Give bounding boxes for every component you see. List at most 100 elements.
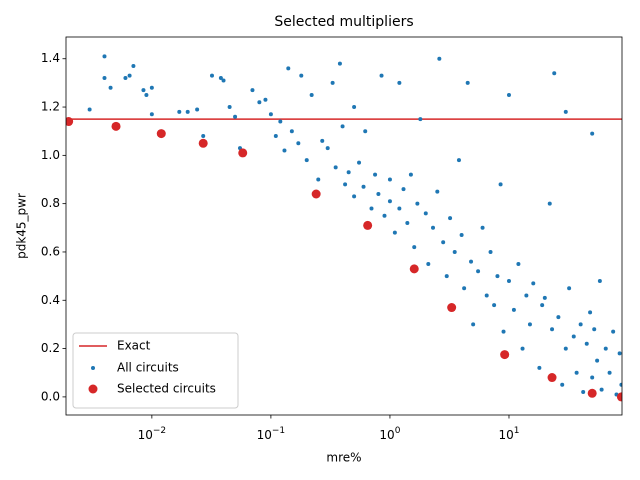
point: [527, 322, 532, 327]
point: [488, 249, 493, 254]
point: [311, 189, 321, 199]
chart-title: Selected multipliers: [274, 14, 413, 30]
point: [227, 105, 232, 110]
point: [441, 240, 446, 245]
y-tick-label: 1.4: [41, 51, 60, 65]
x-tick-label: 10−1: [257, 426, 286, 442]
point: [500, 350, 510, 360]
point: [299, 73, 304, 78]
tick-base: 10: [138, 428, 153, 442]
plot-area: [66, 54, 622, 402]
point: [616, 392, 622, 402]
point: [149, 85, 154, 90]
point: [337, 61, 342, 66]
point: [547, 201, 552, 206]
point: [316, 177, 321, 182]
point: [492, 303, 497, 308]
point: [560, 382, 565, 387]
point: [584, 341, 589, 346]
point: [506, 278, 511, 283]
point: [373, 172, 378, 177]
point: [343, 182, 348, 187]
point: [233, 114, 238, 119]
point: [392, 230, 397, 235]
point: [484, 293, 489, 298]
point: [289, 129, 294, 134]
point: [495, 274, 500, 279]
point: [397, 80, 402, 85]
point: [540, 303, 545, 308]
point: [480, 225, 485, 230]
point: [263, 97, 268, 102]
point: [141, 88, 146, 93]
point: [415, 201, 420, 206]
point: [352, 105, 357, 110]
point: [444, 274, 449, 279]
point: [309, 92, 314, 97]
y-tick-label: 1.2: [41, 100, 60, 114]
point: [511, 307, 516, 312]
point: [387, 177, 392, 182]
point: [603, 346, 608, 351]
point: [352, 194, 357, 199]
point: [363, 129, 368, 134]
point: [209, 73, 214, 78]
point: [476, 269, 481, 274]
point: [456, 158, 461, 163]
point: [66, 117, 74, 127]
point: [563, 346, 568, 351]
point: [588, 310, 593, 315]
x-tick-label: 101: [498, 426, 519, 442]
point: [387, 199, 392, 204]
point: [469, 259, 474, 264]
x-tick-label: 100: [379, 426, 400, 442]
legend-box: [72, 332, 239, 409]
point: [587, 388, 597, 398]
point: [282, 148, 287, 153]
point: [330, 80, 335, 85]
point: [542, 295, 547, 300]
point: [340, 124, 345, 129]
point: [619, 382, 622, 387]
point: [286, 66, 291, 71]
y-tick-label: 0.6: [41, 244, 60, 258]
point: [426, 262, 431, 267]
point: [131, 63, 136, 68]
point: [401, 187, 406, 192]
point: [405, 220, 410, 225]
point: [520, 346, 525, 351]
point: [590, 131, 595, 136]
point: [185, 109, 190, 114]
point: [304, 158, 309, 163]
point: [376, 191, 381, 196]
legend-label: Exact: [117, 339, 151, 353]
point: [595, 358, 600, 363]
point: [408, 172, 413, 177]
point: [320, 138, 325, 143]
tick-exponent: 0: [395, 426, 401, 436]
point: [524, 293, 529, 298]
point: [102, 54, 107, 59]
point: [221, 78, 226, 83]
point: [127, 73, 132, 78]
point: [418, 117, 423, 122]
point: [369, 206, 374, 211]
tick-exponent: 1: [514, 426, 520, 436]
y-tick-label: 1.0: [41, 148, 60, 162]
point: [571, 334, 576, 339]
point: [382, 213, 387, 218]
point: [108, 85, 113, 90]
point: [102, 76, 107, 81]
point: [218, 76, 223, 81]
legend-label: All circuits: [117, 361, 179, 375]
point: [278, 119, 283, 124]
point: [111, 121, 121, 131]
point: [357, 160, 362, 165]
point: [273, 134, 278, 139]
point: [296, 141, 301, 146]
point: [423, 211, 428, 216]
point: [250, 88, 255, 93]
point: [552, 71, 557, 76]
